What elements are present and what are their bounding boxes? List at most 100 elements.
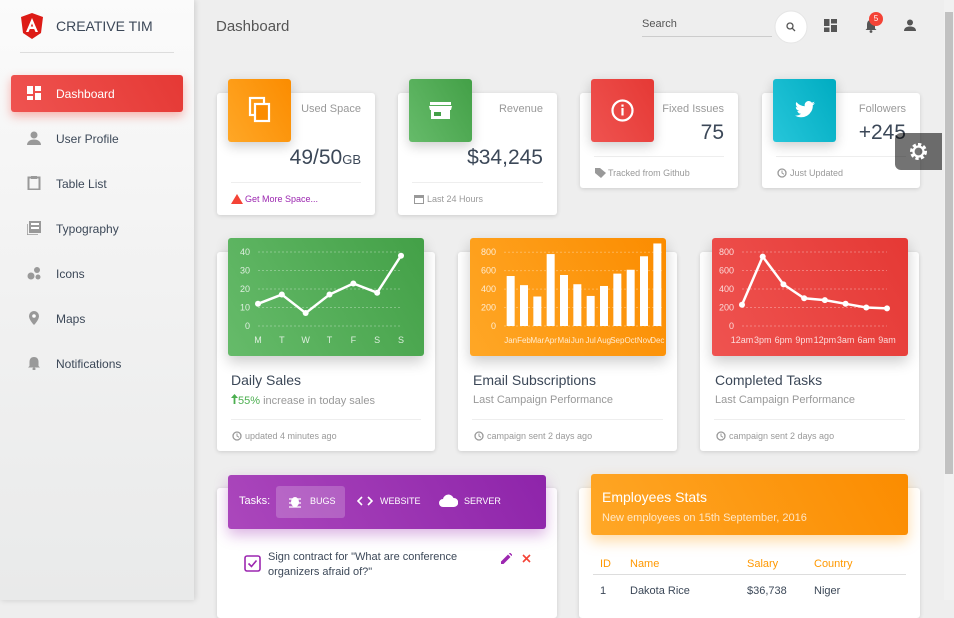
- stat-card: Used Space 49/50GB Get More Space...: [217, 93, 375, 215]
- bar: [613, 273, 622, 326]
- notification-badge: 5: [869, 12, 883, 26]
- chart-header: 0 200 400 600 800 Jan Feb Mar Apr Mai Jun Jul Aug Sep…: [470, 238, 666, 356]
- point: [739, 301, 745, 308]
- brand-name: CREATIVE TIM: [56, 18, 153, 34]
- nav-item[interactable]: User Profile: [11, 120, 183, 157]
- code-icon: [357, 496, 373, 506]
- scrollbar-thumb[interactable]: [945, 12, 953, 474]
- settings-button[interactable]: [895, 133, 942, 170]
- x-tick-label: Feb: [517, 336, 531, 345]
- update-icon: [777, 168, 787, 178]
- bar: [506, 276, 515, 326]
- nav-label: Icons: [56, 267, 85, 281]
- cell: $36,738: [747, 585, 787, 597]
- time-icon: [232, 431, 242, 441]
- x-tick-label: Oct: [624, 336, 637, 345]
- x-tick-label: F: [351, 335, 357, 345]
- y-tick-label: 10: [240, 303, 250, 313]
- divider: [594, 156, 724, 157]
- x-tick-label: 12am: [731, 335, 754, 345]
- chart-footer: campaign sent 2 days ago: [487, 431, 593, 441]
- tab-label[interactable]: BUGS: [310, 496, 336, 506]
- stat-label: Followers: [858, 103, 906, 115]
- cloud-icon: [439, 494, 458, 507]
- bar: [653, 243, 662, 326]
- search-input[interactable]: Search: [642, 18, 772, 37]
- stat-footer-link[interactable]: Get More Space...: [245, 194, 319, 204]
- stat-label: Fixed Issues: [662, 103, 724, 115]
- subtitle-text: increase in today sales: [263, 395, 375, 407]
- column-header: ID: [600, 558, 611, 570]
- column-header: Country: [814, 558, 853, 570]
- divider: [231, 419, 421, 420]
- y-tick-label: 600: [719, 266, 734, 276]
- tag-icon: [595, 168, 606, 178]
- sidebar: CREATIVE TIM Dashboard User Profile Tabl…: [0, 0, 194, 600]
- account-icon[interactable]: [904, 19, 916, 31]
- y-tick-label: 30: [240, 266, 250, 276]
- dashboard-icon[interactable]: [824, 19, 837, 32]
- nav-item[interactable]: Table List: [11, 165, 183, 202]
- stat-footer: Last 24 Hours: [427, 194, 484, 204]
- remove-button[interactable]: [522, 554, 531, 563]
- bar: [640, 256, 648, 326]
- chart-subtitle: Last Campaign Performance: [715, 394, 856, 406]
- date-icon: [414, 195, 424, 204]
- search-button[interactable]: [774, 10, 808, 44]
- y-tick-label: 40: [240, 247, 250, 257]
- divider: [412, 182, 543, 183]
- x-tick-label: Dec: [650, 336, 664, 345]
- brand-logo: [21, 13, 43, 39]
- x-tick-label: 3am: [837, 335, 855, 345]
- point: [801, 295, 808, 302]
- nav-label: Dashboard: [56, 87, 115, 101]
- nav-item[interactable]: Maps: [11, 300, 183, 337]
- checkbox[interactable]: [244, 555, 261, 572]
- y-tick-label: 0: [729, 321, 734, 331]
- y-tick-label: 400: [481, 284, 496, 294]
- tasks-header: Tasks: BUGS WEBSITE SERVER: [228, 475, 546, 529]
- stat-card: Revenue $34,245 Last 24 Hours: [398, 93, 557, 215]
- x-tick-label: Jun: [571, 336, 584, 345]
- x-tick-label: 12pm: [814, 335, 837, 345]
- nav-item[interactable]: Typography: [11, 210, 183, 247]
- y-tick-label: 800: [719, 247, 734, 257]
- chart-subtitle: Last Campaign Performance: [473, 394, 614, 406]
- stat-icon: [228, 79, 291, 142]
- chart: 0 200 400 600 800 Jan Feb Mar Apr Mai Jun Jul Aug Sep…: [481, 243, 664, 345]
- chart-footer: campaign sent 2 days ago: [729, 431, 835, 441]
- stat-unit: GB: [342, 152, 361, 167]
- line: [257, 255, 403, 315]
- nav-label: Notifications: [56, 357, 122, 371]
- scrollbar[interactable]: [944, 0, 954, 600]
- stat-icon: [591, 79, 654, 142]
- x-tick-label: W: [301, 335, 310, 345]
- divider: [776, 156, 906, 157]
- tab-label[interactable]: WEBSITE: [380, 496, 421, 506]
- twitter-icon: [795, 101, 815, 118]
- chart-header: 0 10 20 30 40 M T W T F S S: [228, 238, 424, 356]
- x-tick-label: Mai: [558, 336, 571, 345]
- nav-item[interactable]: Dashboard: [11, 75, 183, 112]
- copy-icon: [248, 96, 271, 123]
- employees-subtitle: New employees on 15th September, 2016: [602, 512, 807, 524]
- chart-title: Completed Tasks: [715, 372, 823, 388]
- nav-item[interactable]: Notifications: [11, 345, 183, 382]
- nav-item[interactable]: Icons: [11, 255, 183, 292]
- x-tick-label: 9pm: [795, 335, 813, 345]
- time-icon: [474, 431, 484, 441]
- nav-label: Typography: [56, 222, 119, 236]
- info-icon: [611, 99, 634, 122]
- tasks-label: Tasks:: [239, 495, 271, 507]
- stat-footer: Just Updated: [790, 168, 844, 178]
- cell: Niger: [814, 585, 841, 597]
- tab-active[interactable]: [276, 486, 345, 518]
- edit-button[interactable]: [501, 553, 512, 564]
- nav-label: Maps: [56, 312, 86, 326]
- chart-title: Daily Sales: [231, 372, 302, 388]
- divider: [593, 574, 906, 575]
- point: [350, 280, 357, 287]
- arrow-up-icon: [231, 394, 238, 404]
- tab-label[interactable]: SERVER: [464, 496, 501, 506]
